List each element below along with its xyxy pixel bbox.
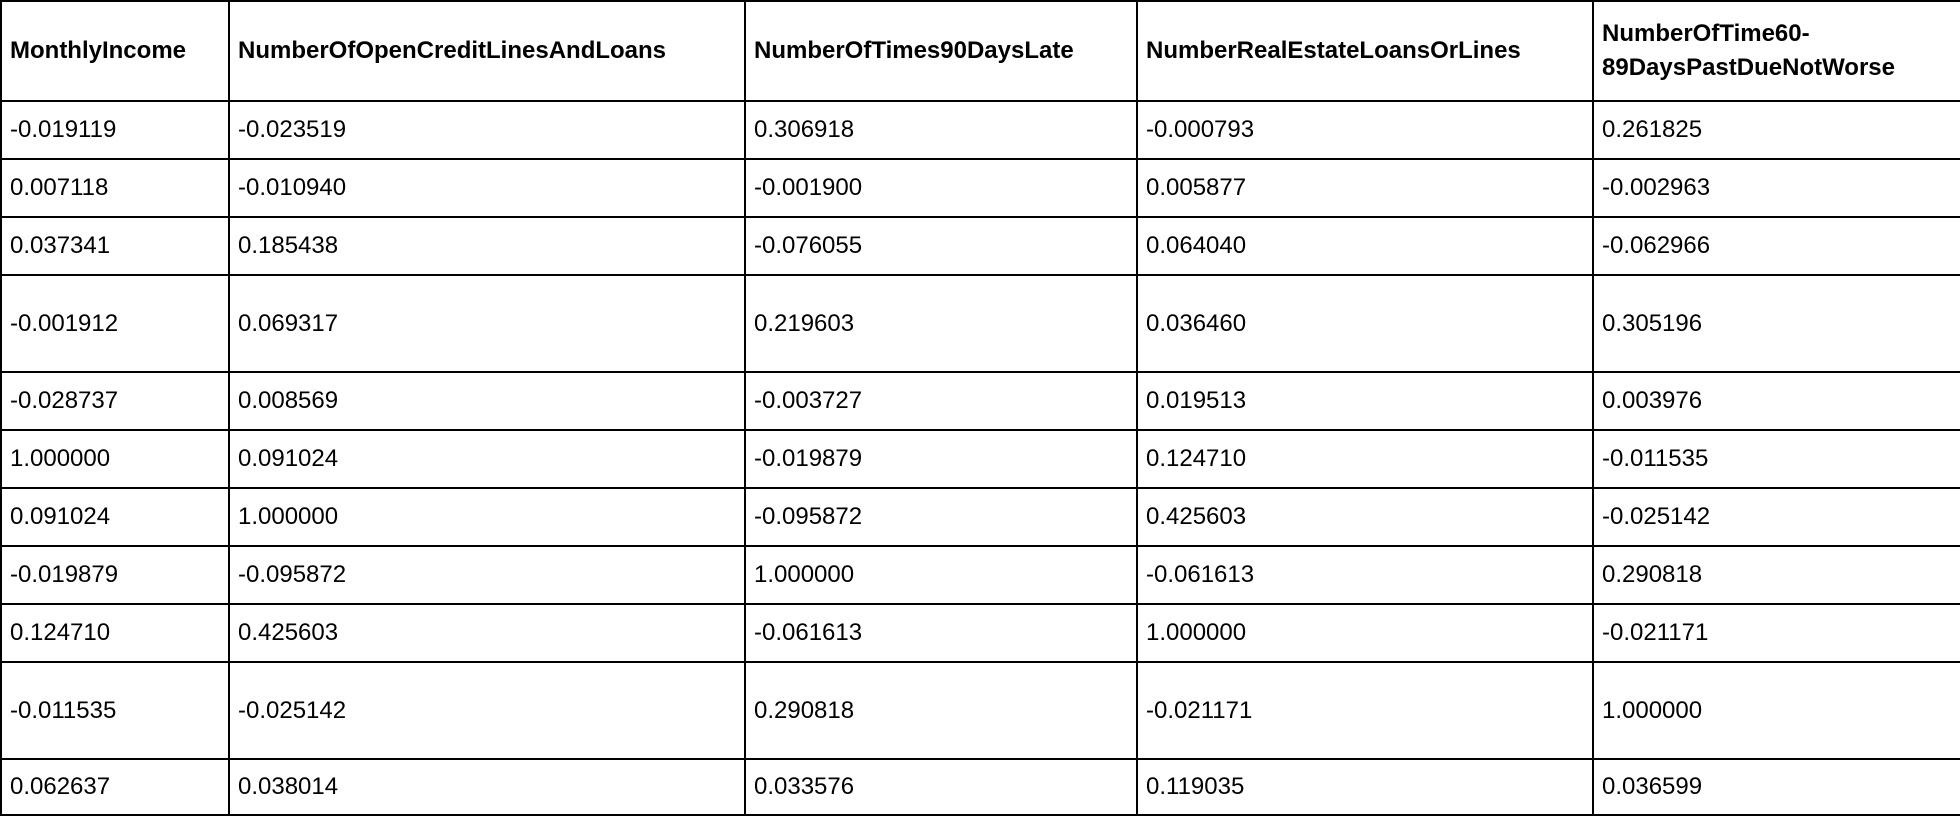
table-cell: -0.002963 <box>1592 158 1960 218</box>
table-cell: 0.036599 <box>1592 758 1960 816</box>
table-row: 0.007118 -0.010940 -0.001900 0.005877 -0… <box>0 158 1960 218</box>
table-cell: 0.185438 <box>228 216 746 276</box>
table-cell: -0.062966 <box>1592 216 1960 276</box>
table-row: 1.000000 0.091024 -0.019879 0.124710 -0.… <box>0 429 1960 489</box>
table-row: 0.037341 0.185438 -0.076055 0.064040 -0.… <box>0 216 1960 276</box>
table-cell: -0.011535 <box>1592 429 1960 489</box>
table-cell: 0.306918 <box>744 100 1138 160</box>
table-cell: -0.061613 <box>1136 545 1594 605</box>
table-cell: 0.064040 <box>1136 216 1594 276</box>
table-cell: -0.001900 <box>744 158 1138 218</box>
table-row: -0.019119 -0.023519 0.306918 -0.000793 0… <box>0 100 1960 160</box>
table-cell: -0.095872 <box>228 545 746 605</box>
table-row: 0.091024 1.000000 -0.095872 0.425603 -0.… <box>0 487 1960 547</box>
table-cell: 0.003976 <box>1592 371 1960 431</box>
table-cell: 1.000000 <box>1592 661 1960 760</box>
table-cell: 0.119035 <box>1136 758 1594 816</box>
table-cell: 1.000000 <box>1136 603 1594 663</box>
column-header-monthly-income: MonthlyIncome <box>0 0 230 102</box>
table-cell: -0.019879 <box>744 429 1138 489</box>
table-cell: -0.028737 <box>0 371 230 431</box>
table-cell: 1.000000 <box>0 429 230 489</box>
table-cell: 0.124710 <box>1136 429 1594 489</box>
table-cell: 0.005877 <box>1136 158 1594 218</box>
table-cell: 0.019513 <box>1136 371 1594 431</box>
table-row: -0.011535 -0.025142 0.290818 -0.021171 1… <box>0 661 1960 760</box>
table-cell: 0.091024 <box>0 487 230 547</box>
column-header-60-89-days-past-due: NumberOfTime60-89DaysPastDueNotWorse <box>1592 0 1960 102</box>
table-cell: 0.037341 <box>0 216 230 276</box>
table-row: 0.062637 0.038014 0.033576 0.119035 0.03… <box>0 758 1960 816</box>
table-cell: 0.091024 <box>228 429 746 489</box>
table-cell: 0.261825 <box>1592 100 1960 160</box>
table-row: -0.028737 0.008569 -0.003727 0.019513 0.… <box>0 371 1960 431</box>
table-cell: -0.010940 <box>228 158 746 218</box>
table-cell: 0.425603 <box>1136 487 1594 547</box>
table-row: -0.001912 0.069317 0.219603 0.036460 0.3… <box>0 274 1960 373</box>
table-cell: 0.219603 <box>744 274 1138 373</box>
table-cell: -0.000793 <box>1136 100 1594 160</box>
table-cell: 0.069317 <box>228 274 746 373</box>
table-cell: 0.425603 <box>228 603 746 663</box>
table-cell: -0.021171 <box>1136 661 1594 760</box>
column-header-open-credit-lines: NumberOfOpenCreditLinesAndLoans <box>228 0 746 102</box>
table-cell: 0.290818 <box>744 661 1138 760</box>
table-cell: 0.036460 <box>1136 274 1594 373</box>
table-cell: -0.019879 <box>0 545 230 605</box>
table-cell: -0.025142 <box>1592 487 1960 547</box>
table-cell: 0.033576 <box>744 758 1138 816</box>
table-cell: 0.008569 <box>228 371 746 431</box>
table-cell: -0.095872 <box>744 487 1138 547</box>
table-cell: 0.062637 <box>0 758 230 816</box>
table-cell: -0.061613 <box>744 603 1138 663</box>
table-cell: -0.003727 <box>744 371 1138 431</box>
table-cell: -0.019119 <box>0 100 230 160</box>
table-cell: 1.000000 <box>228 487 746 547</box>
column-header-times-90-days-late: NumberOfTimes90DaysLate <box>744 0 1138 102</box>
table-cell: 0.007118 <box>0 158 230 218</box>
table-cell: -0.025142 <box>228 661 746 760</box>
table-cell: 0.290818 <box>1592 545 1960 605</box>
table-cell: 1.000000 <box>744 545 1138 605</box>
table-cell: 0.305196 <box>1592 274 1960 373</box>
table-cell: -0.001912 <box>0 274 230 373</box>
table-cell: -0.076055 <box>744 216 1138 276</box>
header-row: MonthlyIncome NumberOfOpenCreditLinesAnd… <box>0 0 1960 102</box>
column-header-real-estate-loans: NumberRealEstateLoansOrLines <box>1136 0 1594 102</box>
table-cell: 0.124710 <box>0 603 230 663</box>
table-cell: -0.011535 <box>0 661 230 760</box>
table-cell: -0.023519 <box>228 100 746 160</box>
table-row: 0.124710 0.425603 -0.061613 1.000000 -0.… <box>0 603 1960 663</box>
table-body: -0.019119 -0.023519 0.306918 -0.000793 0… <box>0 100 1960 816</box>
table-cell: -0.021171 <box>1592 603 1960 663</box>
table-row: -0.019879 -0.095872 1.000000 -0.061613 0… <box>0 545 1960 605</box>
table-cell: 0.038014 <box>228 758 746 816</box>
